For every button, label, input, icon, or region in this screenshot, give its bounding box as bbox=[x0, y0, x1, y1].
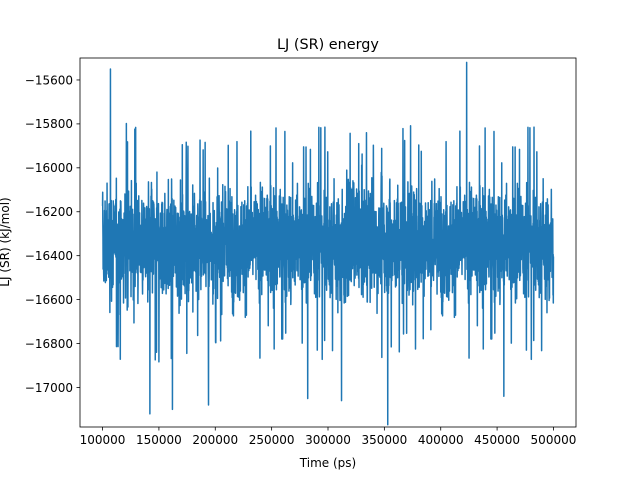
chart-title: LJ (SR) energy bbox=[277, 37, 379, 53]
y-tick-label: −16000 bbox=[25, 161, 73, 175]
series-line bbox=[101, 61, 555, 426]
x-axis-label: Time (ps) bbox=[299, 456, 356, 470]
y-axis-label: LJ (SR) (kJ/mol) bbox=[0, 197, 12, 286]
x-tick-label: 300000 bbox=[305, 433, 351, 447]
x-tick-label: 450000 bbox=[474, 433, 520, 447]
y-tick-label: −15600 bbox=[25, 73, 73, 87]
y-tick-label: −16600 bbox=[25, 293, 73, 307]
x-tick-label: 100000 bbox=[80, 433, 126, 447]
y-tick-label: −16200 bbox=[25, 205, 73, 219]
x-tick-label: 500000 bbox=[531, 433, 577, 447]
ticks-layer: 100000 150000 200000 250000 300000 350000 4000… bbox=[25, 73, 577, 447]
x-tick-label: 200000 bbox=[192, 433, 238, 447]
x-tick-label: 250000 bbox=[249, 433, 295, 447]
y-tick-label: −16800 bbox=[25, 337, 73, 351]
series-layer bbox=[101, 61, 555, 426]
x-tick-label: 400000 bbox=[418, 433, 464, 447]
y-tick-label: −16400 bbox=[25, 249, 73, 263]
x-tick-label: 150000 bbox=[136, 433, 182, 447]
plot-frame bbox=[79, 57, 577, 428]
y-tick-label: −15800 bbox=[25, 117, 73, 131]
y-tick-label: −17000 bbox=[25, 381, 73, 395]
x-tick-label: 350000 bbox=[361, 433, 407, 447]
